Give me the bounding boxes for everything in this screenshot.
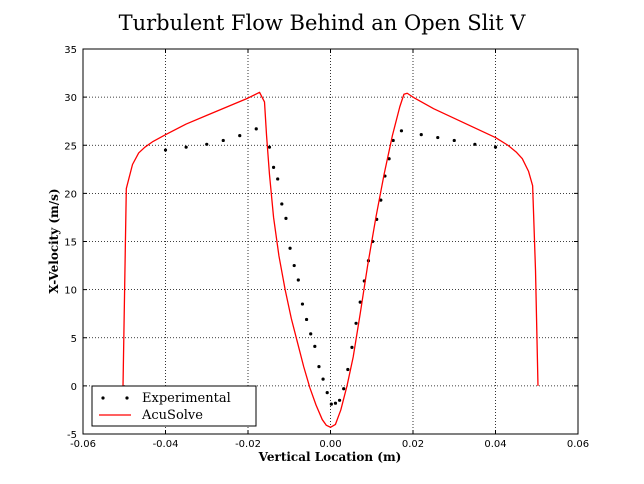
data-point-experimental xyxy=(354,321,358,325)
data-point-experimental xyxy=(473,142,477,146)
data-point-experimental xyxy=(288,246,292,250)
data-point-experimental xyxy=(333,401,338,405)
legend-box xyxy=(91,385,257,427)
data-point-experimental xyxy=(276,177,280,181)
legend-marker-experimental xyxy=(125,396,129,400)
x-tick-label: -0.04 xyxy=(153,439,179,450)
data-point-experimental xyxy=(271,165,276,169)
x-tick-label: 0.04 xyxy=(484,439,506,450)
data-point-experimental xyxy=(358,300,362,304)
y-tick-label: 15 xyxy=(64,238,77,249)
legend-label-acusolve: AcuSolve xyxy=(141,408,203,423)
y-tick-label: -5 xyxy=(67,430,77,441)
x-tick-label: 0.00 xyxy=(319,439,341,450)
x-axis-ticks: -0.06 -0.04 -0.02 0.00 0.02 0.04 0.06 xyxy=(70,49,589,450)
y-tick-label: 10 xyxy=(64,286,77,297)
data-point-experimental xyxy=(163,148,168,152)
data-point-experimental xyxy=(292,263,296,268)
x-tick-label: -0.06 xyxy=(70,439,96,450)
data-point-experimental xyxy=(284,216,288,220)
legend-entry-experimental: Experimental xyxy=(101,391,231,406)
data-point-experimental xyxy=(387,157,391,161)
data-point-experimental xyxy=(493,145,498,149)
data-point-experimental xyxy=(325,391,329,395)
data-point-experimental xyxy=(238,134,242,138)
data-point-experimental xyxy=(254,127,258,131)
data-point-experimental xyxy=(391,138,395,143)
data-point-experimental xyxy=(309,332,313,336)
grid-lines xyxy=(83,49,578,434)
data-point-experimental xyxy=(346,367,350,372)
y-tick-label: 20 xyxy=(64,189,77,200)
y-tick-label: 5 xyxy=(71,334,77,345)
y-axis-ticks: -5 0 5 10 15 20 25 30 35 xyxy=(64,45,578,441)
chart-title: Turbulent Flow Behind an Open Slit V xyxy=(119,11,527,35)
y-tick-label: 25 xyxy=(64,141,77,152)
data-point-experimental xyxy=(342,387,346,391)
data-point-experimental xyxy=(350,345,354,349)
data-point-experimental xyxy=(221,138,225,143)
data-point-experimental xyxy=(329,402,333,406)
y-tick-label: 35 xyxy=(64,45,77,56)
data-point-experimental xyxy=(317,365,321,369)
data-point-experimental xyxy=(313,344,317,349)
x-tick-label: 0.02 xyxy=(402,439,424,450)
x-tick-label: -0.02 xyxy=(235,439,261,450)
data-point-experimental xyxy=(296,278,300,282)
y-axis-label: X-Velocity (m/s) xyxy=(47,188,61,293)
data-point-experimental xyxy=(321,377,325,381)
legend: Experimental AcuSolve xyxy=(91,385,257,427)
legend-label-experimental: Experimental xyxy=(142,391,231,406)
series-line-acusolve xyxy=(122,91,539,428)
x-tick-label: 0.06 xyxy=(567,439,589,450)
data-point-experimental xyxy=(436,135,440,140)
data-point-experimental xyxy=(184,145,188,149)
legend-marker-experimental xyxy=(101,396,105,400)
data-point-experimental xyxy=(419,133,423,137)
data-point-experimental xyxy=(452,138,456,143)
data-point-experimental xyxy=(300,302,305,306)
series-layer xyxy=(122,91,539,428)
data-point-experimental xyxy=(399,129,404,133)
x-axis-label: Vertical Location (m) xyxy=(258,450,402,464)
data-point-experimental xyxy=(337,398,342,402)
data-point-experimental xyxy=(267,145,272,149)
data-point-experimental xyxy=(280,202,284,206)
data-point-experimental xyxy=(379,198,383,202)
y-tick-label: 0 xyxy=(71,382,77,393)
data-point-experimental xyxy=(304,317,309,322)
data-point-experimental xyxy=(205,142,209,146)
legend-entry-acusolve: AcuSolve xyxy=(99,408,203,423)
y-tick-label: 30 xyxy=(64,93,77,104)
